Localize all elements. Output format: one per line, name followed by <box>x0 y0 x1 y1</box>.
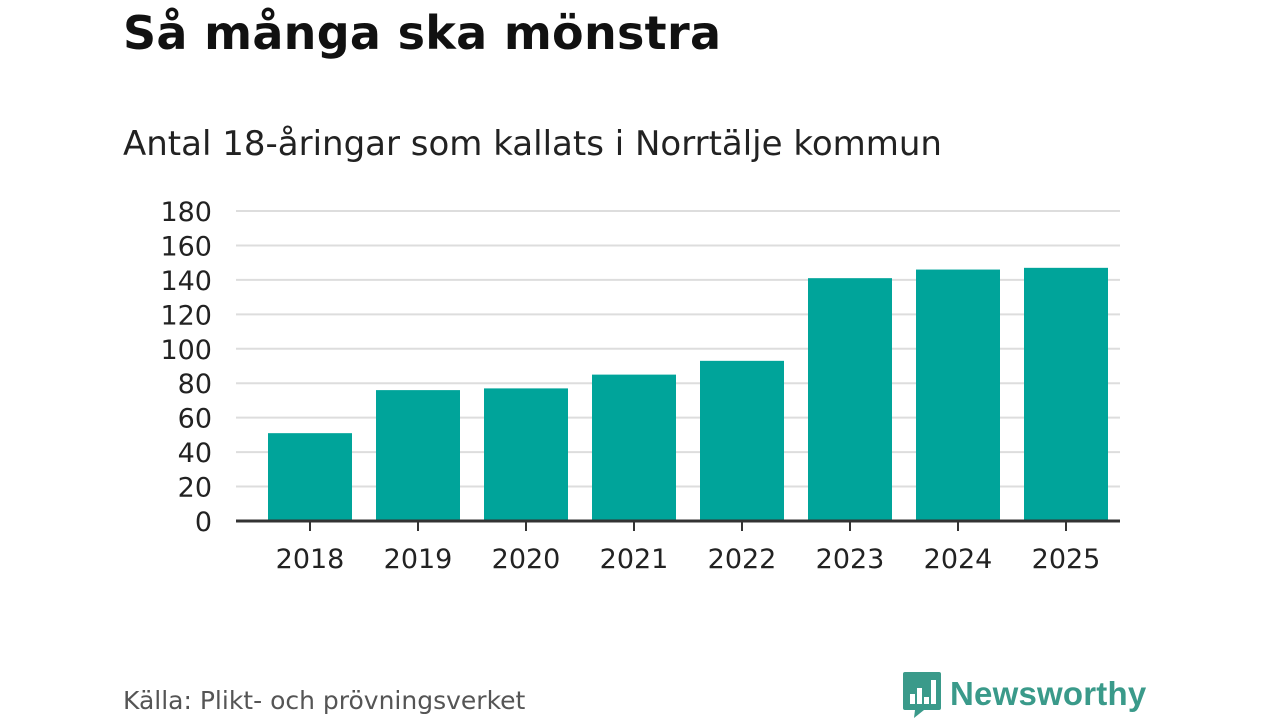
bar-2018 <box>268 433 352 521</box>
y-tick-label: 60 <box>178 404 212 435</box>
x-tick-label: 2018 <box>276 544 345 575</box>
chart-subtitle: Antal 18-åringar som kallats i Norrtälje… <box>123 124 942 164</box>
bar-2025 <box>1024 267 1108 521</box>
y-tick-label: 100 <box>160 335 212 366</box>
x-tick-label: 2025 <box>1032 544 1101 575</box>
y-tick-label: 80 <box>178 369 212 400</box>
x-tick-label: 2019 <box>384 544 453 575</box>
y-tick-label: 180 <box>160 197 212 228</box>
x-tick-label: 2020 <box>492 544 561 575</box>
brand-name: Newsworthy <box>950 675 1147 712</box>
bar-2019 <box>376 390 460 521</box>
y-tick-label: 20 <box>178 473 212 504</box>
x-tick-label: 2023 <box>816 544 885 575</box>
x-tick-label: 2022 <box>708 544 777 575</box>
newsworthy-logo: Newsworthy <box>902 670 1146 718</box>
bar-2021 <box>592 374 676 521</box>
y-tick-label: 120 <box>160 300 212 331</box>
bar-2022 <box>700 360 784 521</box>
y-tick-label: 160 <box>160 231 212 262</box>
bar-2020 <box>484 388 568 521</box>
y-tick-label: 140 <box>160 266 212 297</box>
bar-2024 <box>916 269 1000 521</box>
bar-2023 <box>808 278 892 521</box>
x-tick-label: 2021 <box>600 544 669 575</box>
chart-title: Så många ska mönstra <box>123 6 722 60</box>
y-tick-label: 40 <box>178 438 212 469</box>
source-note: Källa: Plikt- och prövningsverket <box>123 686 526 715</box>
x-tick-label: 2024 <box>924 544 993 575</box>
newsworthy-chart-icon <box>903 672 941 718</box>
y-tick-label: 0 <box>195 507 212 538</box>
